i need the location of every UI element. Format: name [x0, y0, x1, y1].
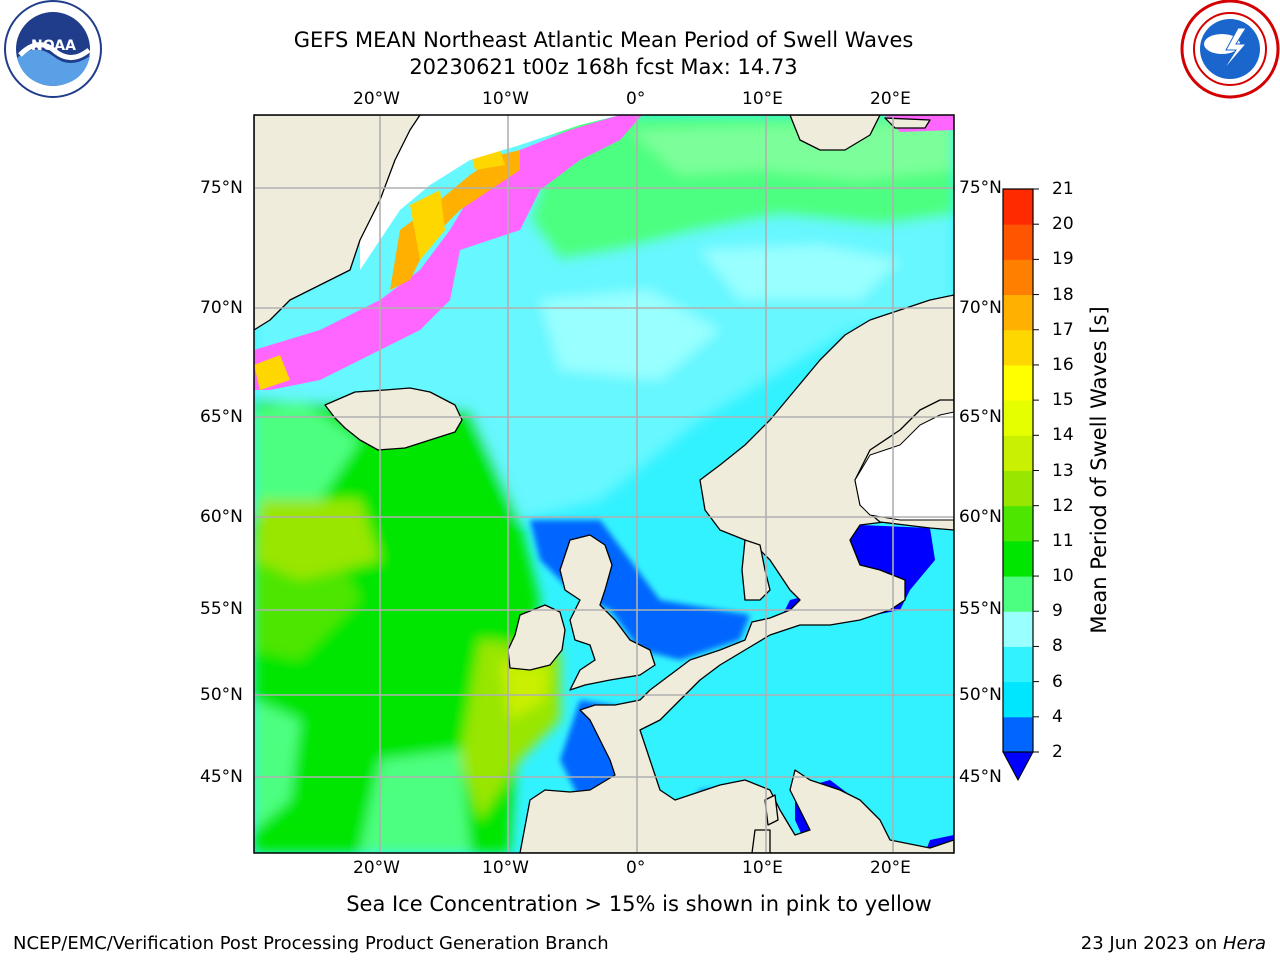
- lat-label-left: 70°N: [200, 298, 243, 318]
- colorbar-tick-label: 10: [1052, 566, 1074, 587]
- sea-ice-band: [254, 115, 954, 390]
- colorbar-tick-label: 15: [1052, 390, 1074, 411]
- lat-label-left: 75°N: [200, 178, 243, 198]
- nws-logo-icon: [1180, 0, 1280, 99]
- lat-label-right: 65°N: [959, 407, 1002, 427]
- lon-label-bottom: 10°E: [742, 858, 783, 878]
- colorbar-under-arrow: [1002, 751, 1034, 782]
- colorbar-bin: [1003, 364, 1033, 401]
- lat-label-right: 70°N: [959, 298, 1002, 318]
- colorbar-bin: [1003, 259, 1033, 296]
- colorbar-tick-label: 20: [1052, 214, 1074, 235]
- ice-covered-area: [360, 115, 620, 270]
- colorbar-tick-label: 16: [1052, 354, 1074, 375]
- graticule: [254, 115, 954, 853]
- lat-label-left: 50°N: [200, 685, 243, 705]
- lat-label-right: 60°N: [959, 507, 1002, 527]
- lon-label-bottom: 10°W: [482, 858, 529, 878]
- colorbar-tick-label: 21: [1052, 179, 1074, 199]
- colorbar-bin: [1003, 576, 1033, 612]
- colorbar-tick-label: 18: [1052, 284, 1074, 305]
- colorbar-bin: [1003, 681, 1033, 718]
- lon-label-top: 10°W: [482, 89, 529, 109]
- map-subtitle: 20230621 t00z 168h fcst Max: 14.73: [409, 55, 798, 79]
- map-title: GEFS MEAN Northeast Atlantic Mean Period…: [293, 28, 914, 52]
- lon-label-bottom: 20°E: [870, 858, 911, 878]
- colorbar-bin: [1003, 646, 1033, 683]
- lat-label-left: 60°N: [200, 507, 243, 527]
- lon-label-top: 0°: [626, 89, 646, 109]
- footer-machine: Hera: [1222, 933, 1266, 954]
- colorbar-label: Mean Period of Swell Waves [s]: [1087, 306, 1111, 634]
- colorbar-tick-label: 12: [1052, 495, 1074, 516]
- colorbar-tick-label: 2: [1052, 742, 1063, 762]
- colorbar-bin: [1003, 400, 1033, 436]
- lon-label-bottom: 0°: [626, 858, 646, 878]
- lat-label-left: 45°N: [200, 767, 243, 787]
- colorbar-tick-label: 11: [1052, 530, 1074, 551]
- footer-date: 23 Jun 2023 on Hera: [1081, 933, 1266, 955]
- lon-label-top: 20°E: [870, 89, 911, 109]
- map-plot-area: [254, 115, 954, 853]
- map-frame: [253, 114, 955, 854]
- lon-label-top: 10°E: [742, 89, 783, 109]
- bothnia-nodata: [854, 411, 954, 521]
- colorbar-tick-label: 14: [1052, 425, 1074, 446]
- lat-label-right: 55°N: [959, 599, 1002, 619]
- colorbar-bin: [1003, 294, 1033, 331]
- colorbar: [1002, 188, 1039, 782]
- lat-label-left: 55°N: [200, 599, 243, 619]
- colorbar-bin: [1003, 611, 1033, 647]
- footer-date-text: 23 Jun 2023 on: [1080, 933, 1223, 954]
- lat-label-right: 75°N: [959, 178, 1002, 198]
- colorbar-tick-label: 8: [1052, 636, 1063, 657]
- colorbar-tick-label: 9: [1052, 601, 1063, 622]
- colorbar-tick-label: 13: [1052, 460, 1074, 481]
- colorbar-bin: [1003, 470, 1033, 507]
- noaa-logo-icon: [4, 0, 102, 98]
- colorbar-tick-label: 19: [1052, 249, 1074, 270]
- lat-label-right: 45°N: [959, 767, 1002, 787]
- colorbar-bin: [1003, 329, 1033, 366]
- colorbar-bin: [1003, 189, 1033, 225]
- colorbar-tick-label: 17: [1052, 319, 1074, 340]
- lat-label-right: 50°N: [959, 685, 1002, 705]
- colorbar-bin: [1003, 716, 1033, 753]
- lon-label-top: 20°W: [353, 89, 400, 109]
- colorbar-bin: [1003, 435, 1033, 471]
- noaa-logo-text: NOAA: [31, 38, 76, 54]
- lat-label-left: 65°N: [200, 407, 243, 427]
- colorbar-tick-label: 4: [1052, 706, 1063, 727]
- colorbar-tick-label: 6: [1052, 671, 1063, 692]
- colorbar-bin: [1003, 505, 1033, 542]
- lon-label-bottom: 20°W: [353, 858, 400, 878]
- colorbar-bin: [1003, 224, 1033, 260]
- footer-credit: NCEP/EMC/Verification Post Processing Pr…: [13, 933, 609, 954]
- colorbar-bin: [1003, 540, 1033, 577]
- sea-ice-note: Sea Ice Concentration > 15% is shown in …: [346, 892, 932, 916]
